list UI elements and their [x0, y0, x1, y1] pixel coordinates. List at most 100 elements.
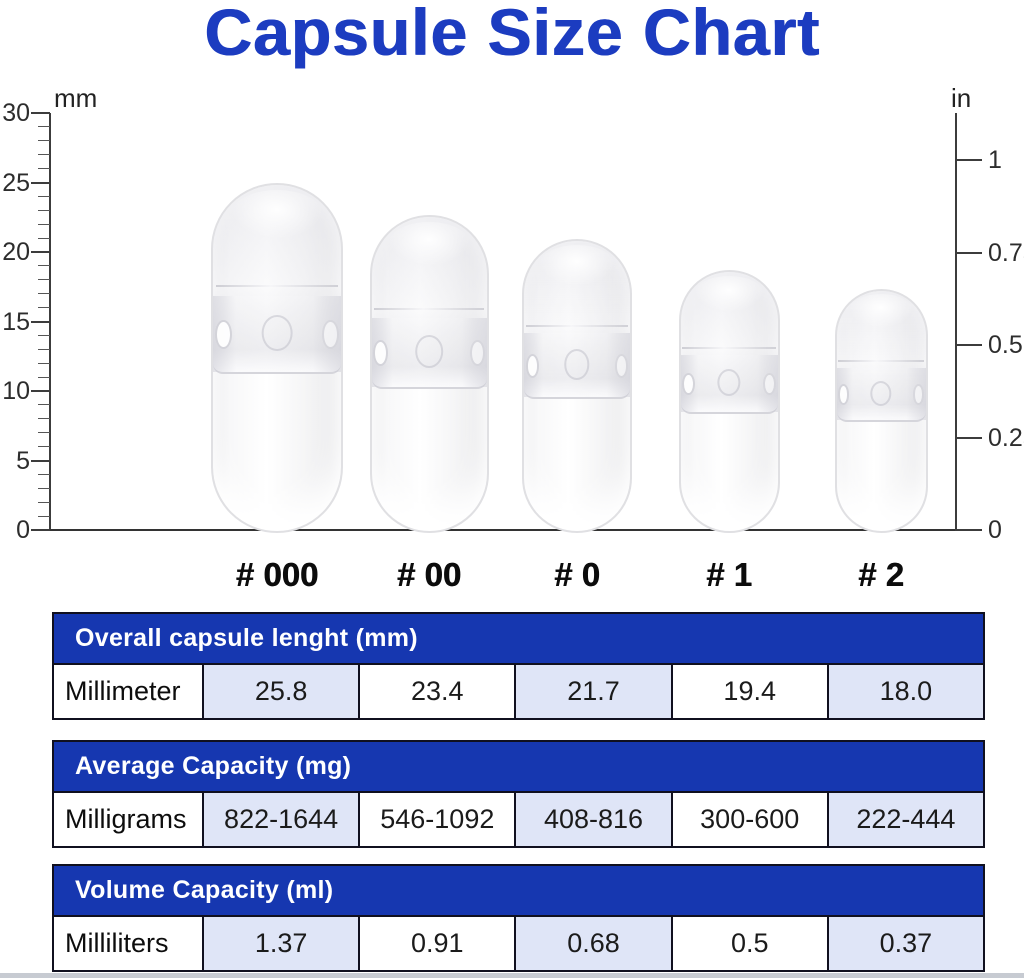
table-header: Overall capsule lenght (mm) [54, 614, 983, 665]
capsule-dimple-right [614, 353, 629, 379]
data-table-1: Overall capsule lenght (mm) Millimeter 25.… [52, 612, 985, 720]
capsule-size-label: # 1 [706, 556, 752, 593]
data-table-3: Volume Capacity (ml) Milliliters 1.37 0.91 0… [52, 864, 985, 972]
capsule-center-dimple [870, 380, 892, 407]
mm-axis-minor-tick [38, 265, 50, 267]
table-value-cell: 408-816 [514, 793, 671, 846]
mm-axis-tick-label: 30 [2, 99, 30, 127]
mm-axis-minor-tick [38, 209, 50, 211]
table-header: Volume Capacity (ml) [54, 866, 983, 917]
table-value-cell: 21.7 [514, 665, 671, 718]
capsule-center-dimple [415, 335, 443, 368]
table-value-cell: 300-600 [670, 793, 827, 846]
in-axis-tick [955, 529, 982, 531]
capsule-dimple-right [322, 319, 340, 350]
capsule-seam-line [682, 346, 776, 349]
capsule-size-label: # 0 [554, 556, 600, 593]
capsule-dimple-right [763, 372, 777, 395]
page-title: Capsule Size Chart [204, 0, 820, 69]
capsule-dimple-left [373, 339, 389, 367]
capsule-chart: mm in 30 25 20 15 10 5 0 1 0.75 0.5 0.25 0 # 000 # 00… [2, 83, 1024, 593]
table-row: Milliliters 1.37 0.91 0.68 0.5 0.37 [54, 917, 984, 970]
x-axis-baseline [49, 529, 959, 531]
mm-axis-minor-tick [38, 348, 50, 350]
capsule-00 [369, 215, 489, 533]
in-axis-tick-label: 0.25 [988, 423, 1024, 452]
mm-axis-major-tick [31, 529, 50, 531]
in-axis-tick [955, 159, 982, 161]
mm-axis-major-tick [31, 459, 50, 462]
in-axis-unit-label: in [951, 83, 972, 113]
table-value-cell: 822-1644 [202, 793, 359, 846]
table-value-cell: 0.68 [514, 917, 671, 970]
mm-axis-minor-tick [38, 376, 50, 378]
mm-axis-major-tick [31, 251, 50, 253]
capsule-000 [211, 182, 343, 533]
mm-axis-minor-tick [38, 223, 50, 225]
capsule-dimple-left [837, 384, 850, 405]
mm-axis-minor-tick [38, 154, 50, 156]
capsule-seam-line [215, 285, 339, 288]
mm-axis-line [49, 113, 51, 531]
mm-axis-minor-tick [38, 279, 50, 281]
mm-axis-minor-tick [38, 140, 50, 142]
mm-axis-minor-tick [38, 418, 50, 420]
in-axis-tick-label: 0 [988, 516, 1002, 544]
row-label-cell: Millimeter [65, 676, 181, 706]
in-axis-tick-label: 0.5 [988, 331, 1023, 359]
bottom-edge-strip [0, 973, 1024, 978]
capsule-center-dimple [261, 314, 293, 351]
mm-axis-minor-tick [38, 195, 50, 197]
table-value-cell: 222-444 [826, 793, 984, 846]
mm-axis-minor-tick [38, 237, 50, 239]
mm-axis-minor-tick [38, 404, 50, 406]
mm-axis-minor-tick [38, 293, 50, 295]
mm-axis-minor-tick [38, 446, 50, 448]
mm-axis-tick-label: 0 [16, 516, 30, 544]
mm-axis-major-tick [31, 390, 50, 392]
table-value-cell: 23.4 [358, 665, 514, 718]
capsule-dome-highlight [848, 294, 914, 328]
mm-axis-tick-label: 10 [2, 377, 30, 405]
data-table-2: Average Capacity (mg) Milligrams 822-1644 5… [52, 740, 985, 848]
capsule-seam-line [838, 360, 924, 363]
capsule-center-dimple [717, 368, 741, 397]
mm-axis-minor-tick [38, 487, 50, 489]
mm-axis-tick-label: 25 [2, 168, 30, 197]
table-value-cell: 0.5 [670, 917, 827, 970]
capsule-center-dimple [564, 349, 590, 380]
capsule-dimple-right [469, 339, 485, 367]
mm-axis-minor-tick [38, 362, 50, 364]
mm-axis-unit-label: mm [54, 83, 98, 113]
capsule-dimple-left [214, 319, 232, 350]
mm-axis-minor-tick [38, 334, 50, 336]
capsule-dimple-right [912, 384, 925, 405]
table-value-cell: 0.91 [358, 917, 514, 970]
mm-axis-tick-label: 20 [2, 238, 30, 266]
table-header: Average Capacity (mg) [54, 742, 983, 793]
capsule-dome-highlight [538, 244, 616, 286]
mm-axis-minor-tick [38, 126, 50, 128]
in-axis-tick-label: 1 [988, 146, 1002, 174]
capsule-size-label: # 00 [396, 556, 462, 593]
mm-axis-major-tick [31, 320, 50, 323]
capsule-1 [678, 269, 780, 533]
mm-axis-minor-tick [38, 307, 50, 309]
in-axis-tick [955, 344, 982, 346]
capsule-dome-highlight [694, 275, 764, 312]
table-value-cell: 19.4 [670, 665, 827, 718]
capsule-dimple-left [525, 353, 540, 379]
capsule-size-label: # 000 [235, 556, 319, 593]
capsule-dome-highlight [230, 190, 324, 239]
in-axis-tick [955, 251, 982, 254]
mm-axis-minor-tick [38, 501, 50, 503]
in-axis-tick-label: 0.75 [988, 238, 1024, 267]
mm-axis-minor-tick [38, 515, 50, 517]
table-value-cell: 546-1092 [358, 793, 514, 846]
table-value-cell: 0.37 [826, 917, 984, 970]
table-row: Milligrams 822-1644 546-1092 408-816 300-600… [54, 793, 984, 846]
table-row: Millimeter 25.8 23.4 21.7 19.4 18.0 [54, 665, 984, 718]
mm-axis-tick-label: 15 [2, 307, 30, 336]
mm-axis-major-tick [31, 181, 50, 184]
